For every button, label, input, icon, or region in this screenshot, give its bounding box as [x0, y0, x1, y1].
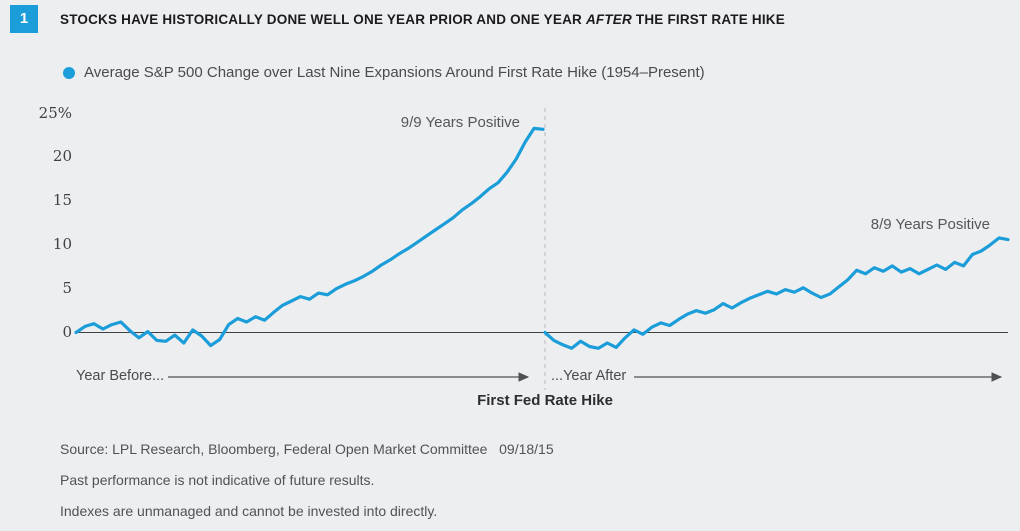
y-axis-ticks: 25% 20 15 10 5 0	[0, 0, 72, 531]
title-text-start: STOCKS HAVE HISTORICALLY DONE WELL ONE Y…	[60, 12, 582, 27]
first-fed-rate-hike-label: First Fed Rate Hike	[477, 392, 613, 409]
y-tick-label: 0	[62, 322, 72, 341]
legend-label: Average S&P 500 Change over Last Nine Ex…	[84, 64, 705, 81]
source-line: Source: LPL Research, Bloomberg, Federal…	[60, 441, 554, 457]
chart-title: STOCKS HAVE HISTORICALLY DONE WELL ONE Y…	[60, 12, 1010, 27]
y-tick-label: 25%	[38, 103, 72, 122]
y-tick-label: 15	[52, 191, 72, 210]
legend-bullet-icon	[63, 67, 75, 79]
year-before-label: Year Before...	[76, 368, 165, 384]
sp500-line	[74, 126, 545, 348]
y-tick-label: 20	[52, 147, 72, 166]
disclaimer-past-performance: Past performance is not indicative of fu…	[60, 472, 375, 488]
y-tick-label: 5	[62, 278, 72, 297]
year-after-label: ...Year After	[551, 368, 627, 384]
title-italic-word: AFTER	[585, 12, 632, 27]
title-text-end: THE FIRST RATE HIKE	[635, 12, 785, 27]
y-tick-label: 10	[52, 234, 72, 253]
sp500-line	[543, 236, 1010, 350]
annotation-nine-of-nine: 9/9 Years Positive	[400, 114, 520, 131]
disclaimer-indexes: Indexes are unmanaged and cannot be inve…	[60, 503, 438, 519]
sp500-series-lines	[74, 126, 1010, 350]
annotation-eight-of-nine: 8/9 Years Positive	[870, 216, 990, 233]
figure-number-badge: 1	[10, 5, 38, 33]
